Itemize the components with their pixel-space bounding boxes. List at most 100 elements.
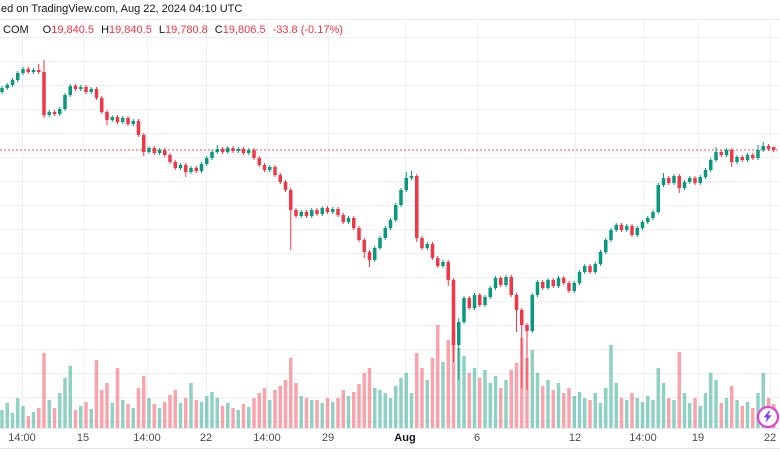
volume-bar	[341, 390, 345, 428]
candle-body	[577, 272, 582, 283]
candle-body	[315, 210, 319, 214]
symbol-label: COM	[3, 24, 29, 36]
volume-bar	[325, 398, 330, 428]
volume-bar	[714, 380, 718, 428]
volume-bar	[756, 393, 760, 428]
volume-bar	[677, 352, 681, 428]
candle-body	[236, 149, 240, 151]
volume-bar	[740, 406, 744, 428]
candle-body	[0, 88, 4, 92]
volume-bar	[745, 402, 750, 428]
time-axis-label: 15	[76, 432, 90, 444]
volume-bar	[588, 400, 592, 428]
candle-body	[556, 278, 561, 286]
volume-bar	[724, 398, 729, 428]
candle-body	[252, 150, 256, 158]
volume-bar	[425, 380, 429, 428]
candle-body	[677, 176, 681, 188]
volume-bar	[147, 398, 151, 428]
volume-bar	[394, 386, 398, 428]
open-value: 19,840.5	[51, 24, 95, 36]
candle-body	[562, 278, 566, 283]
volume-bar	[525, 358, 529, 428]
volume-bar	[693, 398, 697, 428]
candle-body	[247, 150, 251, 153]
volume-bar	[509, 370, 513, 428]
candle-body	[693, 178, 697, 183]
volume-bar	[268, 400, 272, 428]
candle-body	[126, 118, 130, 124]
volume-bar	[220, 406, 225, 428]
candle-body	[147, 148, 151, 152]
volume-bar	[430, 358, 435, 428]
volume-bar	[415, 353, 419, 428]
volume-bar	[294, 383, 298, 428]
close-value: 19,806.5	[222, 24, 266, 36]
volume-bar	[609, 345, 613, 428]
candle-body	[688, 178, 692, 182]
candle-body	[766, 146, 771, 149]
volume-bar	[619, 398, 624, 428]
candle-body	[73, 86, 78, 89]
candle-body	[63, 95, 67, 109]
candle-body	[399, 190, 403, 205]
volume-bar	[719, 403, 723, 428]
time-axis-label: 14:00	[253, 432, 281, 444]
candle-body	[703, 170, 708, 177]
candle-body	[514, 295, 519, 310]
candle-body	[420, 238, 424, 248]
high-label: H	[101, 24, 110, 36]
candle-body	[751, 155, 755, 158]
candle-body	[588, 266, 592, 272]
flash-badge-button[interactable]	[756, 405, 780, 429]
volume-bar	[651, 400, 655, 428]
volume-bar	[163, 402, 167, 428]
candle-body	[168, 155, 172, 162]
volume-bar	[31, 412, 36, 428]
candle-body	[593, 264, 597, 272]
candle-body	[388, 220, 393, 228]
candle-body	[409, 176, 414, 178]
volume-bar	[173, 390, 177, 428]
candle-body	[740, 157, 744, 160]
candle-body	[178, 165, 183, 168]
gridlines	[0, 19, 780, 428]
candle-body	[184, 165, 188, 172]
volume-bar	[136, 388, 141, 428]
volume-bar	[273, 390, 277, 428]
time-axis[interactable]: 14:00 15 14:00 22 14:00 29 Aug 6 12 14:00 19 22	[0, 428, 780, 449]
volume-bar	[409, 393, 414, 428]
volume-bar	[661, 383, 666, 428]
candle-body	[404, 178, 408, 190]
volume-bar	[336, 398, 340, 428]
volume-bar	[761, 373, 765, 428]
candle-body	[142, 135, 146, 152]
candle-body	[199, 164, 204, 171]
volume-bar	[52, 408, 57, 428]
volume-bar	[199, 402, 204, 428]
candle-body	[651, 212, 655, 218]
volume-bar	[289, 358, 293, 428]
volume-bar	[446, 340, 450, 428]
time-axis-label: 14:00	[8, 432, 36, 444]
volume-bar	[577, 392, 582, 428]
high-value: 19,840.5	[109, 24, 152, 36]
candle-body	[446, 262, 450, 280]
candle-body	[709, 160, 713, 170]
volume-bar	[26, 416, 30, 428]
candle-body	[68, 86, 72, 95]
candle-body	[488, 288, 492, 297]
volume-bar	[551, 390, 555, 428]
candle-body	[714, 152, 718, 160]
candle-body	[289, 190, 293, 210]
volume-bar	[367, 368, 372, 428]
volume-bar	[283, 380, 288, 428]
candle-body	[10, 80, 15, 85]
volume-bar	[94, 360, 99, 428]
volume-bar	[488, 383, 492, 428]
candle-body	[583, 266, 587, 272]
volume-bar	[504, 380, 508, 428]
volume-bar	[352, 392, 356, 428]
candle-body	[5, 85, 9, 88]
